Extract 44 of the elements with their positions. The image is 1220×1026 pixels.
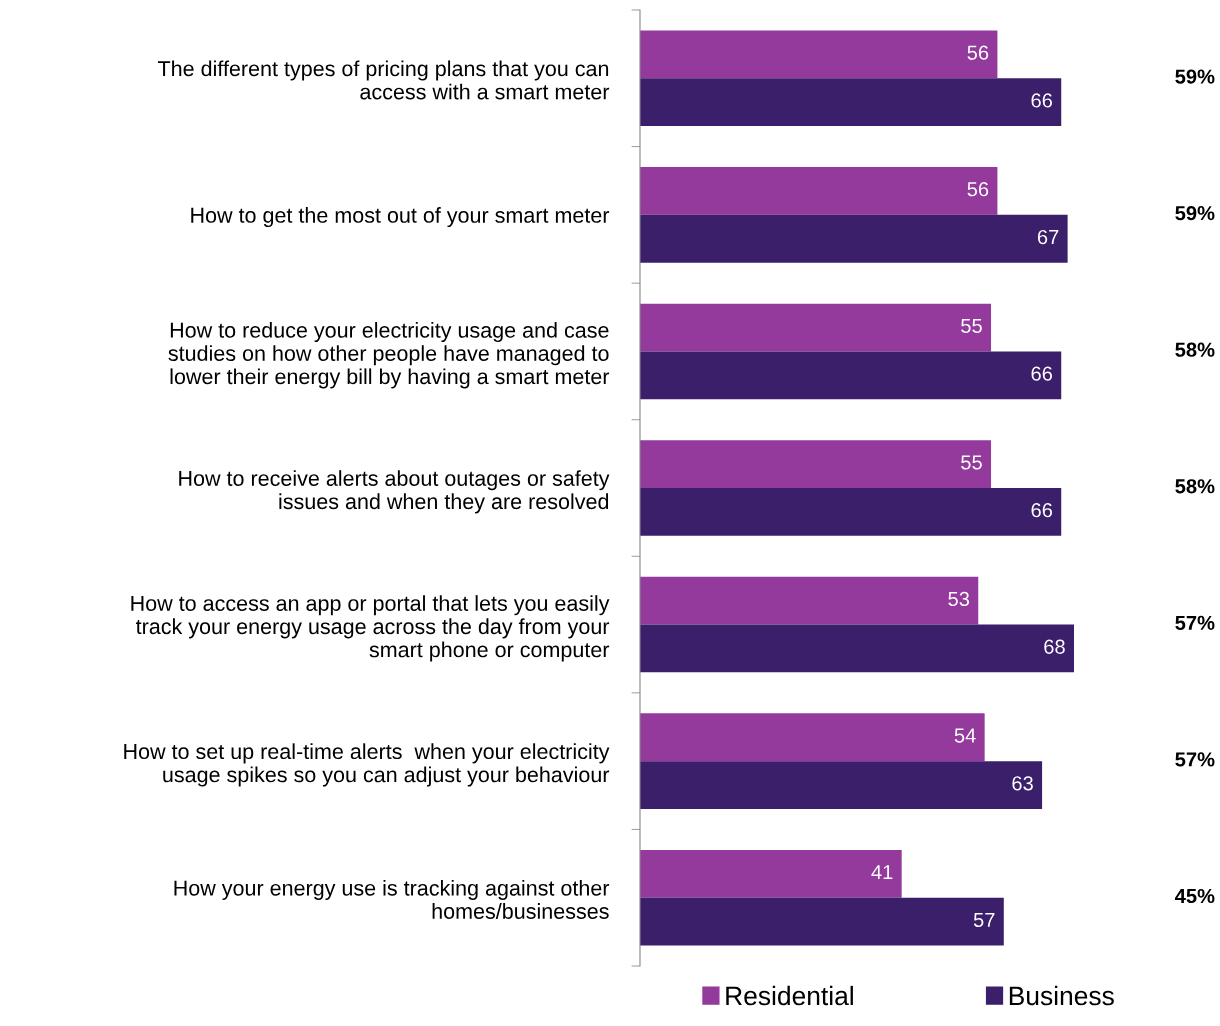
y-tick-label: How to reduce your electricity usage and case studies on how other people have managed to lower their energy bill by having a smart meter xyxy=(168,322,610,389)
text: 57% xyxy=(1175,615,1215,630)
bar xyxy=(640,849,902,898)
data-label: 57 xyxy=(973,912,995,928)
bar xyxy=(640,78,1062,127)
bar xyxy=(640,897,1004,946)
data-label: 55 xyxy=(961,318,982,333)
bar xyxy=(640,576,979,625)
y-tick-label: How to set up real-time alerts when your electricity usage spikes so you can adjust your behaviour xyxy=(124,743,610,787)
bar xyxy=(640,440,992,488)
text: 57% xyxy=(1175,752,1215,767)
data-label: 66 xyxy=(1031,503,1053,518)
y-tick-label: How to access an app or portal that lets you easily track your energy usage across the day from your smart phone or computer xyxy=(131,595,610,662)
data-label: 66 xyxy=(1031,366,1053,381)
data-label: 68 xyxy=(1044,639,1065,654)
text: 59% xyxy=(1175,69,1215,84)
bar xyxy=(640,351,1062,400)
bar xyxy=(640,30,998,79)
data-label: 66 xyxy=(1031,93,1053,108)
y-tick-label: How to get the most out of your smart meter xyxy=(191,207,610,228)
legend-label: Business xyxy=(1009,985,1114,1006)
text: 58% xyxy=(1175,342,1215,357)
data-label: 56 xyxy=(967,45,989,60)
text: 59% xyxy=(1175,206,1215,221)
y-tick-label: How your energy use is tracking against other homes/businesses xyxy=(174,879,610,919)
bar xyxy=(640,713,985,762)
data-label: 53 xyxy=(948,591,970,607)
bar xyxy=(640,624,1074,673)
y-tick-label: How to receive alerts about outages or safety issues and when they are resolved xyxy=(179,470,610,514)
bar xyxy=(640,167,998,215)
data-label: 63 xyxy=(1012,776,1033,791)
legend-label: Residential xyxy=(726,985,853,1006)
data-label: 55 xyxy=(961,455,982,470)
y-tick-label: The different types of pricing plans that you can access with a smart meter xyxy=(157,60,610,100)
data-label: 67 xyxy=(1037,229,1059,245)
data-label: 54 xyxy=(954,728,976,743)
text: 58% xyxy=(1175,479,1215,494)
bar xyxy=(640,214,1068,263)
data-label: 41 xyxy=(871,865,893,880)
text: 45% xyxy=(1175,888,1215,904)
bar xyxy=(640,488,1062,536)
bar xyxy=(640,303,992,352)
data-label: 56 xyxy=(967,182,989,197)
bar xyxy=(640,761,1043,809)
